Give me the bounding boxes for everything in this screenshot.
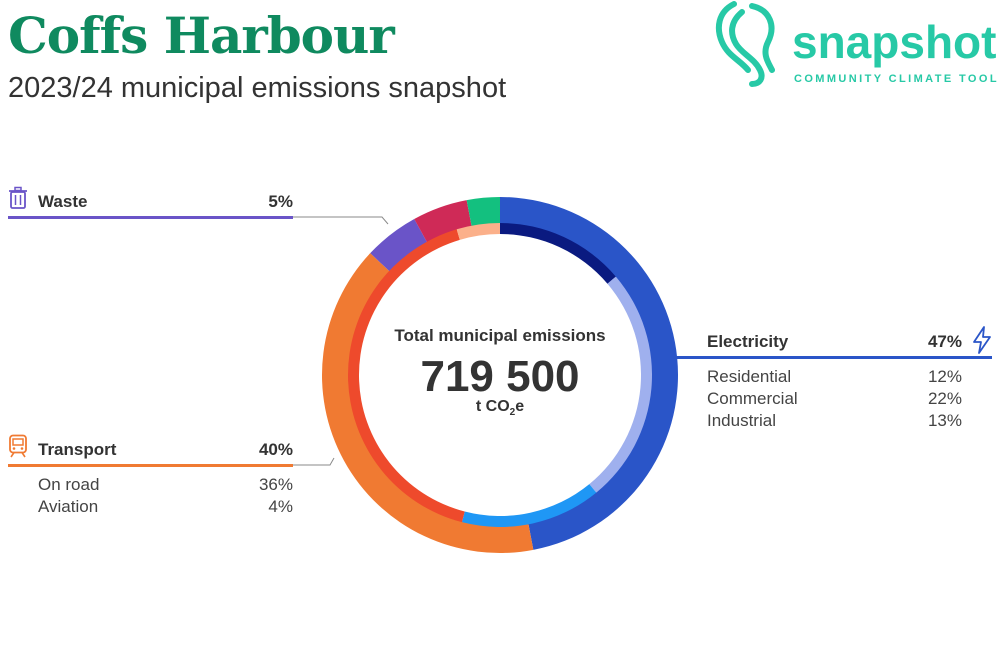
inner-ring: [348, 223, 652, 527]
page-title: Coffs Harbour: [8, 6, 395, 65]
lightning-bolt-icon: [973, 326, 991, 354]
inner-slice-residential[interactable]: [500, 223, 616, 284]
legend-waste-pct: 5%: [268, 192, 293, 211]
total-unit: t CO2e: [475, 398, 525, 419]
total-label: Total municipal emissions: [394, 326, 606, 345]
leader-line-waste: [293, 216, 389, 225]
legend-waste[interactable]: Waste 5%: [8, 186, 293, 219]
inner-slice-on-road[interactable]: [348, 229, 465, 523]
legend-waste-name: Waste: [38, 192, 88, 211]
total-summary: Total municipal emissions 719 500 t CO2e: [380, 326, 620, 418]
logo-wordmark: snapshot: [792, 16, 997, 68]
snapshot-logo-icon: [715, 1, 775, 87]
inner-slice-commercial[interactable]: [589, 276, 652, 493]
legend-electricity-name: Electricity: [707, 332, 789, 351]
legend-row-residential[interactable]: Residential 12%: [707, 367, 962, 386]
legend-transport-rule: [8, 464, 293, 467]
total-value: 719 500: [420, 352, 580, 401]
outer-ring: [322, 197, 679, 553]
outer-slice-segment-4[interactable]: [466, 197, 500, 227]
legend-electricity-pct: 47%: [927, 332, 962, 351]
legend-transport-name: Transport: [38, 440, 117, 459]
outer-slice-segment-3[interactable]: [414, 200, 472, 243]
train-icon: [9, 434, 27, 458]
legend-waste-rule: [8, 216, 293, 219]
legend-transport-pct: 40%: [258, 440, 293, 459]
page-subtitle: 2023/24 municipal emissions snapshot: [8, 72, 507, 104]
legend-electricity-rule: [677, 356, 992, 359]
legend-transport[interactable]: Transport 40% On road 36% Aviation 4%: [8, 434, 293, 517]
outer-slice-transport[interactable]: [322, 253, 534, 553]
legend-row-aviation[interactable]: Aviation 4%: [38, 497, 293, 516]
leader-line-transport: [293, 457, 335, 466]
inner-slice-aviation[interactable]: [456, 223, 500, 240]
legend-row-on-road[interactable]: On road 36%: [38, 475, 293, 494]
legend-row-industrial[interactable]: Industrial 13%: [707, 411, 962, 430]
legend-row-commercial[interactable]: Commercial 22%: [707, 389, 962, 408]
logo-tagline: COMMUNITY CLIMATE TOOL: [794, 73, 999, 85]
outer-slice-waste[interactable]: [370, 219, 428, 272]
trash-bin-icon: [9, 186, 27, 209]
outer-slice-electricity[interactable]: [500, 197, 679, 550]
snapshot-logo[interactable]: snapshot COMMUNITY CLIMATE TOOL: [712, 0, 1000, 92]
inner-slice-industrial[interactable]: [461, 484, 597, 527]
legend-electricity[interactable]: Electricity 47% Residential 12% Commerci…: [677, 330, 992, 431]
